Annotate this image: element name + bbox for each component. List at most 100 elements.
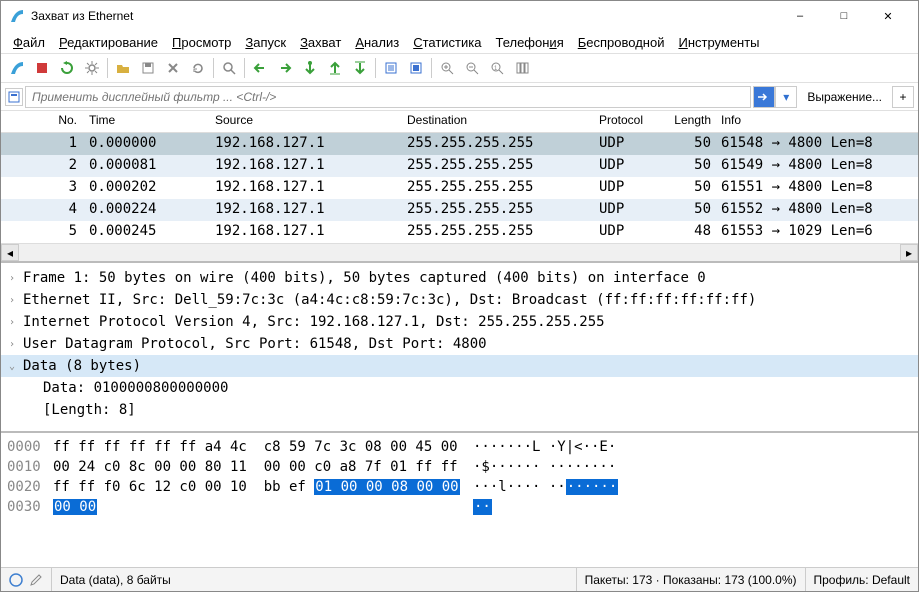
packet-details-pane[interactable]: ›Frame 1: 50 bytes on wire (400 bits), 5… — [1, 263, 918, 433]
hex-row[interactable]: 003000 00·· — [7, 497, 912, 517]
hex-offset: 0020 — [7, 479, 53, 495]
cell-proto: UDP — [595, 133, 665, 155]
hex-ascii: ···l···· ········ — [473, 479, 618, 495]
hex-offset: 0010 — [7, 459, 53, 475]
app-icon — [9, 8, 25, 24]
cell-time: 0.000245 — [85, 221, 211, 243]
packet-row[interactable]: 40.000224192.168.127.1255.255.255.255UDP… — [1, 199, 918, 221]
menu-захват[interactable]: Захват — [294, 33, 347, 52]
cell-dst: 255.255.255.255 — [403, 177, 595, 199]
column-header[interactable]: Length — [665, 111, 717, 132]
back-icon[interactable] — [248, 56, 272, 80]
close-icon[interactable] — [161, 56, 185, 80]
column-header[interactable]: No. — [1, 111, 85, 132]
filter-apply-icon[interactable] — [753, 86, 775, 108]
detail-node[interactable]: ›User Datagram Protocol, Src Port: 61548… — [1, 333, 918, 355]
hex-bytes: 00 00 — [53, 499, 473, 515]
packet-row[interactable]: 50.000245192.168.127.1255.255.255.255UDP… — [1, 221, 918, 243]
hex-row[interactable]: 0000ff ff ff ff ff ff a4 4c c8 59 7c 3c … — [7, 437, 912, 457]
cell-len: 48 — [665, 221, 717, 243]
cell-src: 192.168.127.1 — [211, 221, 403, 243]
detail-node[interactable]: ⌄Data (8 bytes) — [1, 355, 918, 377]
packet-list-body[interactable]: 10.000000192.168.127.1255.255.255.255UDP… — [1, 133, 918, 243]
status-left: Data (data), 8 байты — [52, 568, 577, 591]
add-filter-button[interactable]: + — [892, 86, 914, 108]
toolbar: 1 — [1, 53, 918, 83]
reload-icon[interactable] — [186, 56, 210, 80]
cell-proto: UDP — [595, 221, 665, 243]
hex-row[interactable]: 001000 24 c0 8c 00 00 80 11 00 00 c0 a8 … — [7, 457, 912, 477]
expand-icon[interactable]: › — [9, 339, 23, 350]
find-icon[interactable] — [217, 56, 241, 80]
menu-редактирование[interactable]: Редактирование — [53, 33, 164, 52]
cell-src: 192.168.127.1 — [211, 199, 403, 221]
cell-proto: UDP — [595, 199, 665, 221]
menu-запуск[interactable]: Запуск — [239, 33, 292, 52]
cell-info: 61552 → 4800 Len=8 — [717, 199, 918, 221]
minimize-button[interactable]: – — [778, 1, 822, 31]
detail-node[interactable]: ›Ethernet II, Src: Dell_59:7c:3c (a4:4c:… — [1, 289, 918, 311]
first-icon[interactable] — [323, 56, 347, 80]
column-header[interactable]: Protocol — [595, 111, 665, 132]
scroll-left-icon[interactable]: ◂ — [1, 244, 19, 261]
column-header[interactable]: Source — [211, 111, 403, 132]
packet-row[interactable]: 20.000081192.168.127.1255.255.255.255UDP… — [1, 155, 918, 177]
cell-info: 61551 → 4800 Len=8 — [717, 177, 918, 199]
menu-анализ[interactable]: Анализ — [349, 33, 405, 52]
zoom-in-icon[interactable] — [435, 56, 459, 80]
packet-row[interactable]: 10.000000192.168.127.1255.255.255.255UDP… — [1, 133, 918, 155]
status-packets: Пакеты: 173 · Показаны: 173 (100.0%) — [577, 568, 806, 591]
detail-node[interactable]: ›Frame 1: 50 bytes on wire (400 bits), 5… — [1, 267, 918, 289]
menu-статистика[interactable]: Статистика — [407, 33, 487, 52]
filter-bar: ▾ Выражение... + — [1, 83, 918, 111]
edit-icon[interactable] — [29, 573, 43, 587]
zoom-reset-icon[interactable]: 1 — [485, 56, 509, 80]
column-header[interactable]: Time — [85, 111, 211, 132]
last-icon[interactable] — [348, 56, 372, 80]
window-title: Захват из Ethernet — [31, 9, 778, 23]
menu-просмотр[interactable]: Просмотр — [166, 33, 237, 52]
menu-телефония[interactable]: Телефония — [489, 33, 569, 52]
colorize-icon[interactable] — [404, 56, 428, 80]
display-filter-input[interactable] — [25, 86, 751, 108]
scroll-right-icon[interactable]: ▸ — [900, 244, 918, 261]
expand-icon[interactable]: › — [9, 317, 23, 328]
packet-bytes-pane[interactable]: 0000ff ff ff ff ff ff a4 4c c8 59 7c 3c … — [1, 433, 918, 567]
column-header[interactable]: Destination — [403, 111, 595, 132]
stop-icon[interactable] — [30, 56, 54, 80]
menu-файл[interactable]: Файл — [7, 33, 51, 52]
status-profile[interactable]: Профиль: Default — [806, 568, 919, 591]
detail-node[interactable]: ›Internet Protocol Version 4, Src: 192.1… — [1, 311, 918, 333]
fin-icon[interactable] — [5, 56, 29, 80]
save-icon[interactable] — [136, 56, 160, 80]
zoom-out-icon[interactable] — [460, 56, 484, 80]
autoscroll-icon[interactable] — [379, 56, 403, 80]
filter-dropdown-icon[interactable]: ▾ — [775, 86, 797, 108]
expression-button[interactable]: Выражение... — [799, 88, 890, 106]
hex-ascii: ·$······ ········ — [473, 459, 616, 475]
packet-row[interactable]: 30.000202192.168.127.1255.255.255.255UDP… — [1, 177, 918, 199]
maximize-button[interactable]: □ — [822, 1, 866, 31]
open-icon[interactable] — [111, 56, 135, 80]
cell-src: 192.168.127.1 — [211, 155, 403, 177]
expand-icon[interactable]: › — [9, 273, 23, 284]
bookmark-icon[interactable] — [5, 88, 23, 106]
hex-offset: 0030 — [7, 499, 53, 515]
close-button[interactable]: ✕ — [866, 1, 910, 31]
menu-беспроводной[interactable]: Беспроводной — [572, 33, 671, 52]
fwd-icon[interactable] — [273, 56, 297, 80]
jump-icon[interactable] — [298, 56, 322, 80]
expand-icon[interactable]: ⌄ — [9, 361, 23, 372]
horizontal-scrollbar[interactable]: ◂ ▸ — [1, 243, 918, 261]
gear-icon[interactable] — [80, 56, 104, 80]
hex-row[interactable]: 0020ff ff f0 6c 12 c0 00 10 bb ef 01 00 … — [7, 477, 912, 497]
expert-info-icon[interactable] — [9, 573, 23, 587]
detail-child[interactable]: [Length: 8] — [1, 399, 918, 421]
columns-icon[interactable] — [510, 56, 534, 80]
expand-icon[interactable]: › — [9, 295, 23, 306]
restart-icon[interactable] — [55, 56, 79, 80]
cell-len: 50 — [665, 155, 717, 177]
detail-child[interactable]: Data: 0100000800000000 — [1, 377, 918, 399]
menu-инструменты[interactable]: Инструменты — [672, 33, 765, 52]
column-header[interactable]: Info — [717, 111, 918, 132]
